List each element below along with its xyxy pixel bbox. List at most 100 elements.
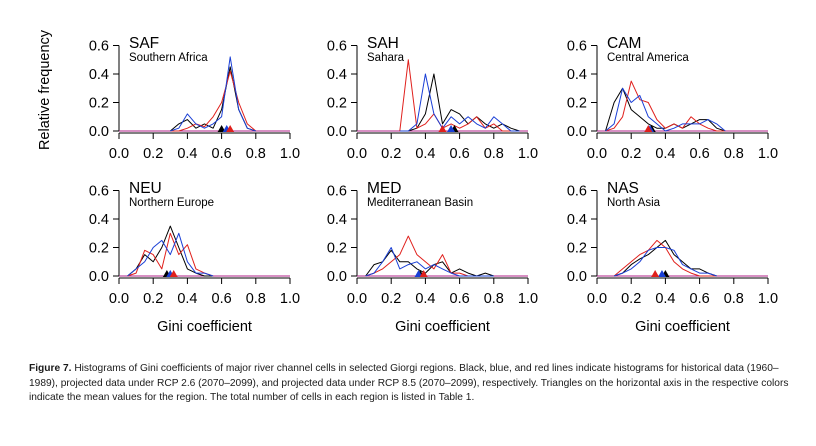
region-code: SAH bbox=[367, 35, 399, 52]
y-tick-label: 0.4 bbox=[89, 67, 109, 83]
y-tick-label: 0.2 bbox=[327, 241, 347, 257]
y-tick-label: 0.6 bbox=[89, 39, 109, 55]
region-name: Mediterranean Basin bbox=[367, 197, 473, 209]
x-tick-label: 0.2 bbox=[381, 291, 401, 307]
series-line-historical bbox=[399, 73, 520, 132]
x-tick-label: 0.2 bbox=[621, 291, 641, 307]
x-tick-label: 0.8 bbox=[246, 291, 266, 307]
y-tick-label: 0.6 bbox=[327, 184, 347, 200]
region-code: NEU bbox=[129, 180, 162, 197]
y-tick-label: 0.4 bbox=[327, 67, 347, 83]
x-tick-label: 1.0 bbox=[758, 146, 778, 162]
y-tick-label: 0.4 bbox=[89, 212, 109, 228]
x-tick-label: 1.0 bbox=[280, 146, 300, 162]
y-tick-label: 0.2 bbox=[327, 96, 347, 112]
series-line-rcp85 bbox=[399, 59, 520, 132]
region-code: CAM bbox=[607, 35, 641, 52]
y-tick-label: 0.6 bbox=[327, 39, 347, 55]
region-code: MED bbox=[367, 180, 401, 197]
x-tick-label: 0.0 bbox=[347, 146, 367, 162]
panel-cam: 0.0 0.2 0.4 0.6 0.0 0.2 0.4 0.6 0.8 1.0 CAMCentral… bbox=[567, 35, 778, 162]
x-tick-label: 0.0 bbox=[347, 291, 367, 307]
y-tick-label: 0.2 bbox=[567, 241, 587, 257]
x-tick-label: 0.6 bbox=[212, 146, 232, 162]
series-line-historical bbox=[365, 249, 494, 277]
mean-marker-rcp26 bbox=[447, 125, 456, 132]
x-tick-label: 1.0 bbox=[280, 291, 300, 307]
x-tick-label: 0.8 bbox=[484, 291, 504, 307]
x-tick-label: 0.8 bbox=[484, 146, 504, 162]
x-tick-label: 0.6 bbox=[450, 291, 470, 307]
panel-saf: 0.0 0.2 0.4 0.6 0.0 0.2 0.4 0.6 0.8 1.0 SAFSouther… bbox=[89, 35, 300, 162]
mean-marker-historical bbox=[217, 125, 226, 132]
x-axis-label: Gini coefficient bbox=[635, 319, 730, 335]
y-tick-label: 0.0 bbox=[567, 124, 587, 140]
x-tick-label: 0.8 bbox=[724, 291, 744, 307]
y-tick-label: 0.4 bbox=[567, 212, 587, 228]
x-axis-label: Gini coefficient bbox=[157, 319, 252, 335]
x-tick-label: 0.0 bbox=[587, 146, 607, 162]
series-line-historical bbox=[605, 87, 726, 132]
y-tick-label: 0.2 bbox=[89, 96, 109, 112]
region-name: Northern Europe bbox=[129, 197, 214, 209]
series-line-rcp26 bbox=[127, 232, 214, 277]
x-axis-label: Gini coefficient bbox=[395, 319, 490, 335]
mean-marker-rcp85 bbox=[438, 125, 447, 132]
x-tick-label: 1.0 bbox=[758, 291, 778, 307]
series-line-rcp26 bbox=[365, 247, 494, 277]
x-tick-label: 0.6 bbox=[450, 146, 470, 162]
series-line-rcp85 bbox=[605, 80, 726, 132]
figure-7-chart: Relative frequency 0.0 0.2 0.4 0.6 0.0 0.2 0.4… bbox=[37, 29, 778, 335]
x-tick-label: 0.2 bbox=[143, 146, 163, 162]
figure-caption: Figure 7. Histograms of Gini coefficient… bbox=[29, 362, 799, 406]
y-tick-label: 0.6 bbox=[567, 184, 587, 200]
x-tick-label: 0.4 bbox=[177, 146, 197, 162]
mean-marker-rcp85 bbox=[419, 270, 428, 277]
y-axis-label: Relative frequency bbox=[37, 29, 53, 150]
y-tick-label: 0.0 bbox=[327, 269, 347, 285]
x-tick-label: 0.2 bbox=[381, 146, 401, 162]
x-tick-label: 0.0 bbox=[587, 291, 607, 307]
mean-marker-rcp85 bbox=[226, 125, 235, 132]
series-line-rcp26 bbox=[399, 73, 520, 132]
x-tick-label: 0.2 bbox=[621, 146, 641, 162]
panel-neu: 0.0 0.2 0.4 0.6 0.0 0.2 0.4 0.6 0.8 1.0 NEUNorther… bbox=[89, 180, 300, 335]
x-tick-label: 0.8 bbox=[246, 146, 266, 162]
y-tick-label: 0.0 bbox=[89, 124, 109, 140]
y-tick-label: 0.4 bbox=[567, 67, 587, 83]
y-tick-label: 0.2 bbox=[89, 241, 109, 257]
x-tick-label: 0.6 bbox=[212, 291, 232, 307]
x-tick-label: 0.4 bbox=[415, 146, 435, 162]
y-tick-label: 0.6 bbox=[89, 184, 109, 200]
x-tick-label: 0.0 bbox=[109, 146, 129, 162]
x-tick-label: 0.0 bbox=[109, 291, 129, 307]
caption-label: Figure 7. bbox=[29, 363, 72, 374]
y-tick-label: 0.6 bbox=[567, 39, 587, 55]
series-line-rcp26 bbox=[613, 247, 717, 277]
mean-marker-rcp26 bbox=[657, 270, 666, 277]
mean-marker-rcp85 bbox=[651, 270, 660, 277]
region-name: North Asia bbox=[607, 197, 661, 209]
caption-text: Histograms of Gini coefficients of major… bbox=[29, 363, 789, 404]
y-tick-label: 0.2 bbox=[567, 96, 587, 112]
series-line-rcp85 bbox=[365, 235, 494, 277]
y-tick-label: 0.0 bbox=[89, 269, 109, 285]
x-tick-label: 0.2 bbox=[143, 291, 163, 307]
region-name: Southern Africa bbox=[129, 52, 208, 64]
series-line-rcp26 bbox=[605, 87, 726, 132]
x-tick-label: 1.0 bbox=[518, 146, 538, 162]
x-tick-label: 0.6 bbox=[690, 291, 710, 307]
x-tick-label: 0.4 bbox=[655, 146, 675, 162]
x-tick-label: 0.4 bbox=[655, 291, 675, 307]
series-line-rcp85 bbox=[170, 70, 257, 132]
series-line-rcp26 bbox=[170, 56, 256, 132]
x-tick-label: 0.8 bbox=[724, 146, 744, 162]
y-tick-label: 0.0 bbox=[567, 269, 587, 285]
x-tick-label: 0.4 bbox=[415, 291, 435, 307]
region-code: NAS bbox=[607, 180, 639, 197]
y-tick-label: 0.0 bbox=[327, 124, 347, 140]
series-line-rcp85 bbox=[127, 232, 214, 277]
mean-marker-rcp85 bbox=[644, 125, 653, 132]
